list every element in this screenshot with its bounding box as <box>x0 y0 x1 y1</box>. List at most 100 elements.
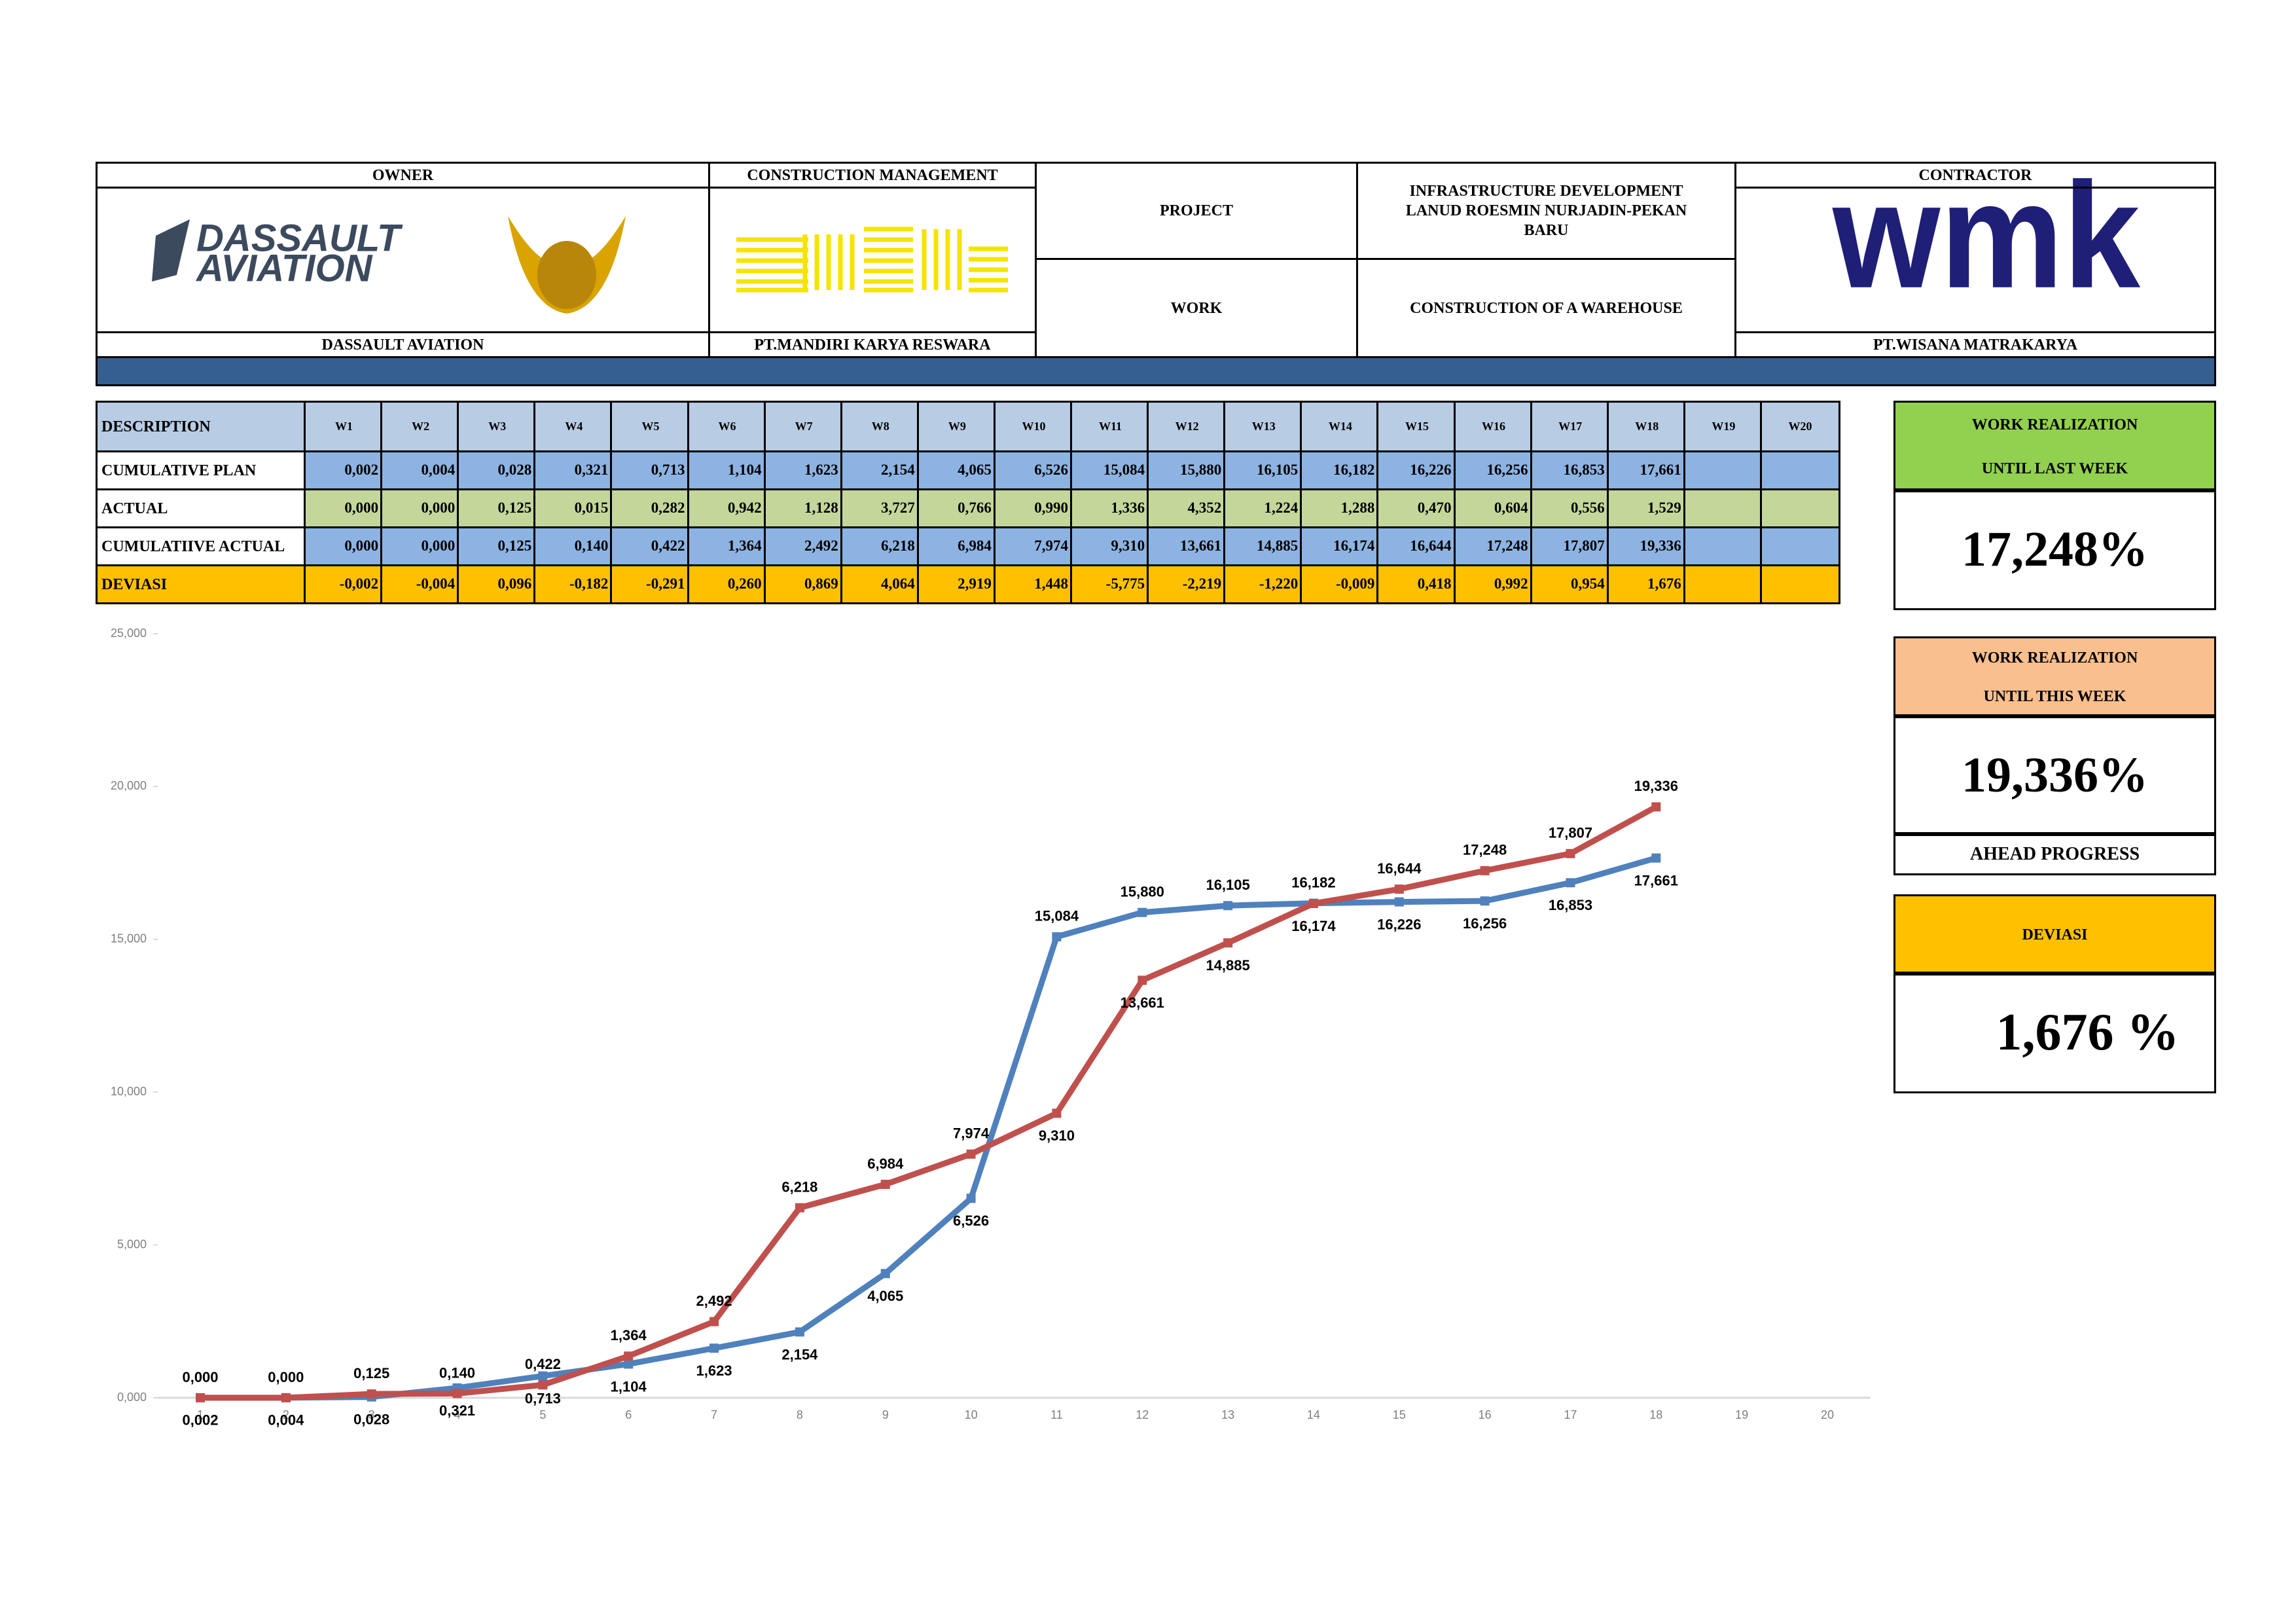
marker <box>709 1343 719 1353</box>
data-label: 16,182 <box>1291 874 1335 890</box>
cm-name: PT.MANDIRI KARYA RESWARA <box>708 331 1037 358</box>
table-cell <box>1683 564 1764 604</box>
data-label: 15,880 <box>1121 884 1164 900</box>
work-label: WORK <box>1035 258 1358 358</box>
data-label: 4,065 <box>867 1288 903 1304</box>
table-header: W2 <box>380 401 461 452</box>
table-cell: 0,000 <box>304 488 385 528</box>
table-cell: 0,096 <box>457 564 538 604</box>
owner-label: OWNER <box>96 162 710 189</box>
table-cell <box>1683 526 1764 566</box>
table-cell: 1,448 <box>993 564 1074 604</box>
table-cell: 0,002 <box>304 450 385 490</box>
table-cell: -0,002 <box>304 564 385 604</box>
data-label: 0,713 <box>525 1391 561 1407</box>
table-header: W17 <box>1530 401 1611 452</box>
data-label: 6,526 <box>953 1213 989 1229</box>
emblem <box>508 216 626 314</box>
marker <box>538 1371 548 1381</box>
data-label: 0,422 <box>525 1356 561 1372</box>
data-label: 0,002 <box>182 1412 218 1429</box>
table-cell: 0,954 <box>1530 564 1611 604</box>
contractor-logo-cell <box>1734 187 2216 333</box>
table-cell: 0,282 <box>610 488 691 528</box>
data-label: 16,226 <box>1377 916 1421 932</box>
data-label: 0,321 <box>439 1402 475 1419</box>
table-header: W16 <box>1453 401 1534 452</box>
logo-stripes <box>922 229 962 290</box>
data-label: 14,885 <box>1206 957 1249 974</box>
table-cell: 15,084 <box>1070 450 1151 490</box>
table-header: W1 <box>304 401 385 452</box>
table-cell <box>1759 564 1840 604</box>
table-cell: 1,104 <box>687 450 768 490</box>
table-cell: 16,174 <box>1300 526 1381 566</box>
marker <box>966 1194 976 1203</box>
table-cell <box>1683 488 1764 528</box>
x-tick-label: 9 <box>882 1408 889 1421</box>
table-cell: 16,182 <box>1300 450 1381 490</box>
table-cell: 4,352 <box>1147 488 1228 528</box>
x-tick-label: 6 <box>625 1408 632 1421</box>
logo-stripes <box>802 234 855 290</box>
owner-logo-cell <box>96 187 710 333</box>
contractor-logo: wmk <box>1832 151 2141 319</box>
table-cell: -0,009 <box>1300 564 1381 604</box>
table-cell: 2,919 <box>916 564 997 604</box>
header-bar <box>96 356 2216 386</box>
table-cell: 16,644 <box>1376 526 1458 566</box>
data-label: 1,364 <box>611 1327 647 1343</box>
data-label: 2,492 <box>696 1292 732 1309</box>
marker <box>966 1149 976 1159</box>
contractor-label: CONTRACTOR <box>1734 162 2216 189</box>
cm-label: CONSTRUCTION MANAGEMENT <box>708 162 1037 189</box>
contractor-name: PT.WISANA MATRAKARYA <box>1734 331 2216 358</box>
marker <box>1223 901 1233 911</box>
data-label: 0,125 <box>353 1365 389 1381</box>
data-label: 0,028 <box>353 1412 389 1428</box>
x-tick-label: 8 <box>797 1408 803 1421</box>
table-cell: 15,880 <box>1147 450 1228 490</box>
marker <box>624 1359 634 1369</box>
table-cell: 0,140 <box>533 526 615 566</box>
table-cell: 6,984 <box>916 526 997 566</box>
owner-name: DASSAULT AVIATION <box>96 331 710 358</box>
data-label: 6,218 <box>781 1179 817 1195</box>
marker <box>1480 896 1490 906</box>
table-cell: 0,004 <box>380 450 461 490</box>
data-label: 9,310 <box>1039 1127 1075 1144</box>
summary-title: UNTIL LAST WEEK <box>1981 460 2128 477</box>
marker <box>1223 938 1233 948</box>
marker <box>1052 1108 1062 1118</box>
table-header: W4 <box>533 401 615 452</box>
table-cell: 0,000 <box>380 526 461 566</box>
row-label: DEVIASI <box>96 564 306 604</box>
table-cell: 0,869 <box>763 564 844 604</box>
table-cell: 0,321 <box>533 450 615 490</box>
summary-head: DEVIASI <box>1893 894 2216 976</box>
table-cell: 0,418 <box>1376 564 1458 604</box>
marker <box>709 1317 719 1326</box>
marker <box>1651 853 1661 863</box>
data-label: 17,248 <box>1463 842 1507 858</box>
table-header: W3 <box>457 401 538 452</box>
marker <box>452 1389 462 1398</box>
marker <box>1651 802 1661 812</box>
table-cell: 0,766 <box>916 488 997 528</box>
series-line <box>200 855 1657 1401</box>
x-tick-label: 3 <box>368 1408 375 1421</box>
cm-logo-cell <box>708 187 1037 333</box>
marker <box>538 1380 548 1390</box>
x-tick-label: 11 <box>1050 1408 1063 1421</box>
row-label: CUMULATIIVE ACTUAL <box>96 526 306 566</box>
table-header: W19 <box>1683 401 1764 452</box>
table-cell: 17,661 <box>1606 450 1687 490</box>
x-tick-label: 4 <box>454 1408 461 1421</box>
x-tick-label: 2 <box>283 1408 289 1421</box>
table-cell: 14,885 <box>1223 526 1304 566</box>
marker <box>1308 898 1318 908</box>
table-cell: 1,288 <box>1300 488 1381 528</box>
summary-note: AHEAD PROGRESS <box>1893 832 2216 875</box>
